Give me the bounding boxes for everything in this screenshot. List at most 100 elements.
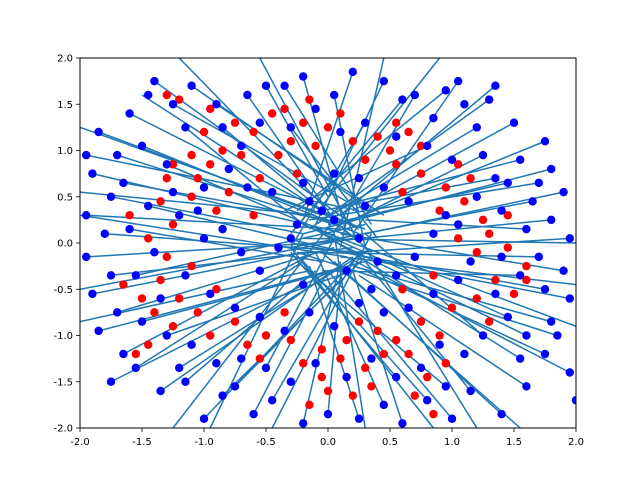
blue-point (168, 187, 178, 197)
blue-point (175, 363, 184, 373)
blue-point (299, 280, 308, 289)
red-point (485, 317, 494, 326)
blue-point (478, 150, 488, 160)
red-point (485, 229, 494, 238)
line-segment (259, 58, 360, 244)
blue-point (274, 243, 283, 252)
blue-point (261, 363, 271, 373)
line-segment (265, 238, 335, 369)
y-tick-label: -1.0 (53, 331, 73, 342)
line-segment (290, 247, 434, 428)
line-segment (135, 260, 304, 369)
red-point (168, 322, 178, 331)
blue-point (491, 289, 500, 299)
blue-point (243, 90, 252, 100)
red-point (305, 95, 314, 104)
line-segment (80, 191, 316, 216)
red-point (243, 340, 252, 349)
red-point (447, 303, 457, 312)
blue-point (286, 123, 295, 132)
line-segment (365, 219, 527, 230)
blue-point (565, 368, 574, 377)
blue-point (106, 271, 116, 280)
blue-point (237, 354, 246, 363)
blue-point (280, 326, 289, 336)
blue-point (106, 192, 116, 201)
red-point (373, 132, 382, 141)
blue-point (131, 271, 140, 280)
red-point (292, 169, 302, 178)
line-segment (110, 196, 304, 235)
y-tick-label: 0.5 (57, 192, 73, 203)
blue-point (472, 192, 481, 201)
blue-point (410, 252, 419, 262)
blue-point (218, 391, 227, 400)
red-point (398, 187, 407, 197)
blue-point (330, 90, 339, 100)
blue-point (305, 197, 314, 206)
blue-point (162, 160, 171, 169)
blue-point (379, 308, 388, 317)
blue-point (454, 275, 463, 285)
blue-point (336, 127, 345, 137)
line-segment (302, 71, 354, 221)
red-point (224, 187, 233, 197)
blue-point (144, 201, 153, 211)
blue-point (175, 211, 184, 220)
blue-point (528, 197, 537, 206)
blue-point (255, 312, 264, 322)
blue-point (516, 271, 525, 280)
red-point (317, 345, 326, 354)
line-segment (302, 261, 342, 424)
red-point (175, 294, 184, 303)
red-point (286, 137, 295, 146)
line-segment (116, 246, 335, 314)
blue-point (534, 252, 543, 262)
blue-point (82, 211, 91, 220)
blue-point (181, 123, 190, 132)
line-segment (340, 140, 546, 226)
blue-point (361, 118, 370, 127)
blue-point (491, 81, 500, 90)
x-tick-label: -1.0 (194, 437, 214, 448)
blue-point (137, 141, 147, 151)
line-segment (290, 200, 533, 249)
line-segment (290, 99, 403, 235)
blue-point (168, 100, 178, 109)
blue-point (379, 400, 388, 410)
blue-point (187, 340, 196, 349)
x-tick-label: -0.5 (256, 437, 276, 448)
blue-point (373, 257, 382, 266)
red-point (336, 354, 345, 363)
red-point (193, 308, 202, 317)
red-point (187, 261, 196, 271)
blue-point (348, 67, 357, 77)
line-segment (352, 265, 552, 323)
line-segment (141, 270, 335, 323)
blue-point (305, 308, 314, 317)
red-point (416, 169, 426, 178)
blue-point (187, 81, 196, 90)
blue-point (261, 81, 271, 90)
red-point (336, 109, 345, 118)
red-point (156, 275, 165, 285)
blue-point (404, 197, 413, 206)
blue-point (199, 183, 209, 192)
line-segment (302, 223, 509, 318)
blue-point (447, 414, 457, 423)
blue-point (292, 220, 302, 229)
blue-point (212, 100, 221, 109)
blue-point (144, 90, 153, 100)
blue-point (199, 414, 209, 423)
red-point (416, 317, 426, 326)
blue-point (311, 359, 320, 368)
blue-point (181, 271, 190, 280)
blue-point (491, 174, 500, 183)
red-point (249, 211, 258, 220)
line-segment (80, 237, 353, 290)
red-point (404, 349, 413, 359)
blue-point (367, 354, 376, 363)
blue-point (317, 206, 326, 215)
red-point (429, 409, 438, 419)
red-point (416, 141, 426, 151)
